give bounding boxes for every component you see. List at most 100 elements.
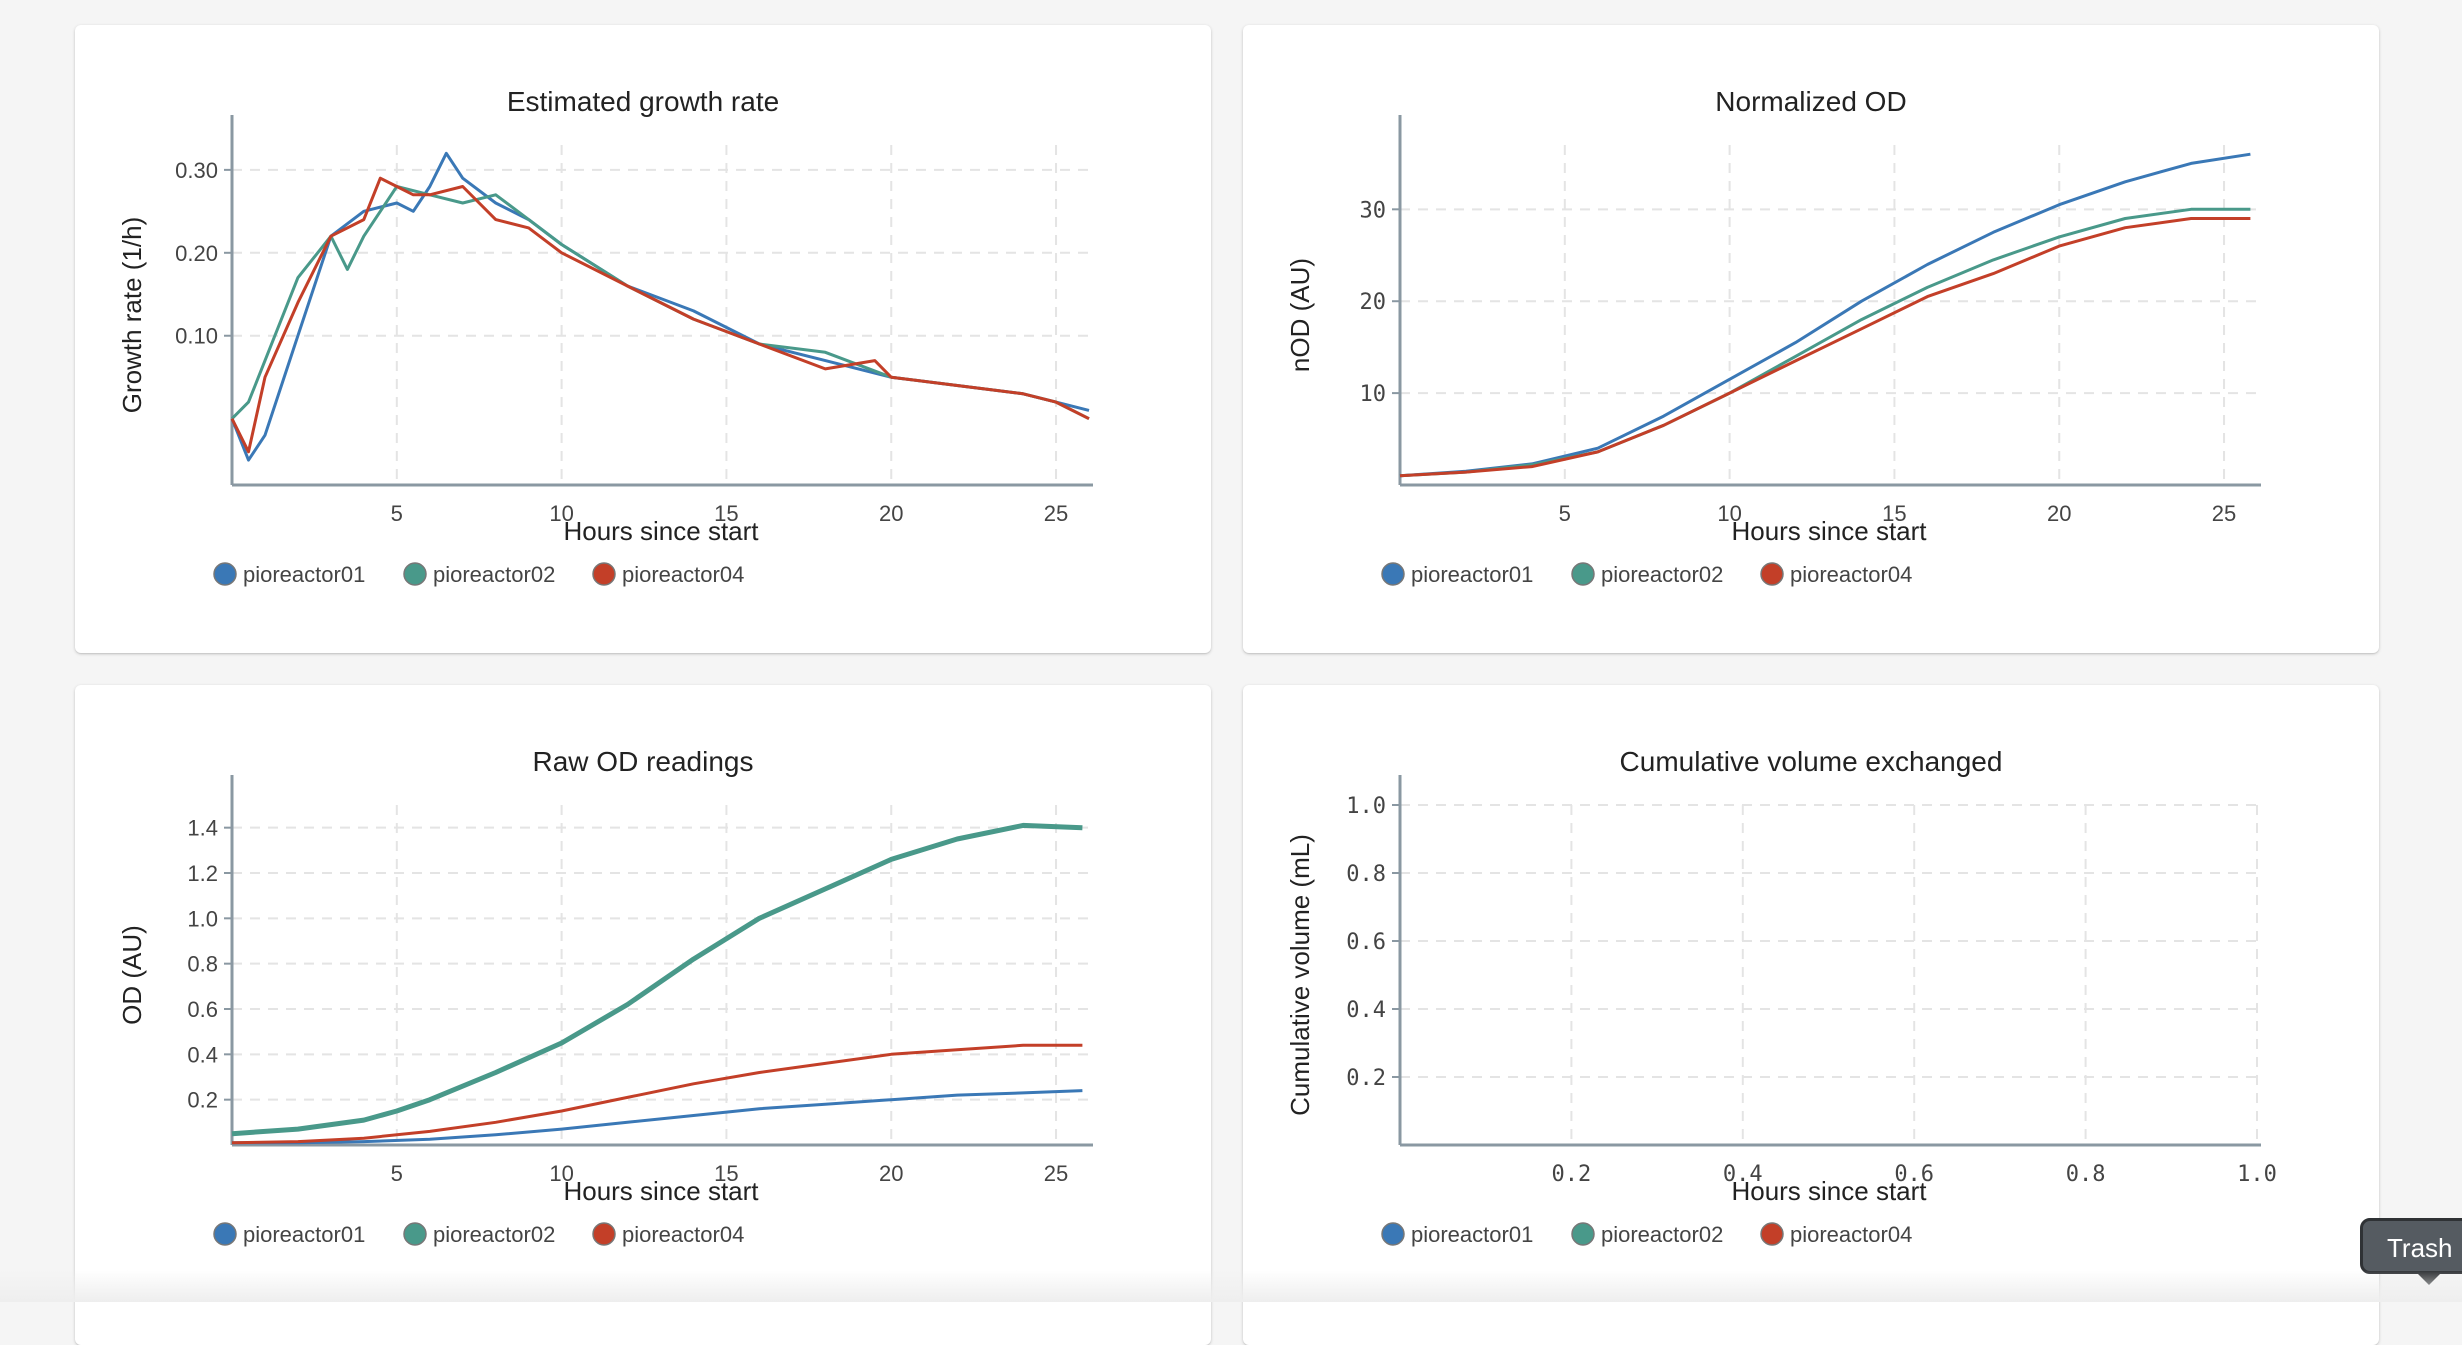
x-tick-label: 0.6 xyxy=(1894,1162,1934,1187)
y-axis-label: nOD (AU) xyxy=(1285,258,1315,372)
legend-swatch xyxy=(1381,562,1405,586)
cumulative-volume-chart: Cumulative volume exchanged 0.2 0.4 0.6 0.8… xyxy=(1285,746,2277,1247)
y-tick-label: 1.0 xyxy=(1346,794,1386,819)
series-line-pioreactor01 xyxy=(232,1089,1083,1145)
legend-swatch xyxy=(592,1222,616,1246)
x-tick-label: 5 xyxy=(391,501,403,526)
legend-label: pioreactor02 xyxy=(1601,562,1723,587)
x-axis-label: Hours since start xyxy=(1731,516,1927,546)
legend-label: pioreactor02 xyxy=(1601,1222,1723,1247)
x-tick-label: 0.4 xyxy=(1723,1162,1763,1187)
y-tick-label: 1.4 xyxy=(187,816,218,841)
cumulative-volume-card: Cumulative volume exchanged 0.2 0.4 0.6 0.8… xyxy=(1243,685,2379,1345)
x-tick-label: 1.0 xyxy=(2237,1162,2277,1187)
legend-item-pioreactor01[interactable]: pioreactor01 xyxy=(1381,1222,1533,1247)
legend-label: pioreactor01 xyxy=(1411,1222,1533,1247)
x-tick-label: 0.2 xyxy=(1552,1162,1592,1187)
x-axis-label: Hours since start xyxy=(563,516,759,546)
legend-swatch xyxy=(1571,562,1595,586)
y-tick-label: 0.6 xyxy=(187,997,218,1022)
y-tick-label: 0.4 xyxy=(187,1042,218,1067)
growth-rate-chart: Estimated growth rate 5 10 15 20 25 0.10 0.20 0… xyxy=(117,86,1093,587)
raw-od-card: Raw OD readings 5 10 15 20 25 0.2 0.4 0.6 0.8 1.0… xyxy=(75,685,1211,1345)
y-tick-label: 1.0 xyxy=(187,906,218,931)
normalized-od-card: Normalized OD 5 10 15 20 25 10 20 30 Hours sinc… xyxy=(1243,25,2379,653)
legend-label: pioreactor01 xyxy=(243,562,365,587)
x-tick-label: 15 xyxy=(714,1161,738,1186)
y-tick-label: 20 xyxy=(1360,290,1387,315)
y-axis-label: OD (AU) xyxy=(117,925,147,1025)
y-tick-label: 0.8 xyxy=(187,952,218,977)
normalized-od-chart: Normalized OD 5 10 15 20 25 10 20 30 Hours sinc… xyxy=(1285,86,2261,587)
legend-item-pioreactor04[interactable]: pioreactor04 xyxy=(1760,1222,1912,1247)
x-tick-label: 20 xyxy=(879,501,903,526)
y-axis-label: Growth rate (1/h) xyxy=(117,217,147,414)
x-tick-label: 5 xyxy=(391,1161,403,1186)
x-tick-label: 25 xyxy=(1044,501,1068,526)
series-line-pioreactor04 xyxy=(1399,217,2251,478)
legend-label: pioreactor02 xyxy=(433,1222,555,1247)
x-tick-label: 10 xyxy=(1717,501,1741,526)
legend-label: pioreactor04 xyxy=(622,562,744,587)
legend-swatch xyxy=(1381,1222,1405,1246)
legend-item-pioreactor04[interactable]: pioreactor04 xyxy=(1760,562,1912,587)
legend-item-pioreactor04[interactable]: pioreactor04 xyxy=(592,562,744,587)
x-tick-label: 25 xyxy=(2212,501,2236,526)
growth-rate-card: Estimated growth rate 5 10 15 20 25 0.10 0.20 0… xyxy=(75,25,1211,653)
x-tick-label: 25 xyxy=(1044,1161,1068,1186)
legend-label: pioreactor01 xyxy=(243,1222,365,1247)
y-tick-label: 30 xyxy=(1360,198,1387,223)
legend-label: pioreactor04 xyxy=(622,1222,744,1247)
chart-title: Normalized OD xyxy=(1715,86,1906,117)
x-tick-label: 5 xyxy=(1559,501,1571,526)
y-tick-label: 0.2 xyxy=(1346,1066,1386,1091)
legend-swatch xyxy=(403,562,427,586)
legend-swatch xyxy=(1760,562,1784,586)
y-tick-label: 0.4 xyxy=(1346,998,1386,1023)
chart-title: Raw OD readings xyxy=(533,746,754,777)
legend-label: pioreactor04 xyxy=(1790,1222,1912,1247)
legend-item-pioreactor04[interactable]: pioreactor04 xyxy=(592,1222,744,1247)
legend-swatch xyxy=(403,1222,427,1246)
y-tick-label: 10 xyxy=(1360,382,1387,407)
y-tick-label: 0.2 xyxy=(187,1088,218,1113)
x-tick-label: 10 xyxy=(549,501,573,526)
y-tick-label: 0.8 xyxy=(1346,862,1386,887)
x-tick-label: 15 xyxy=(1882,501,1906,526)
legend-item-pioreactor02[interactable]: pioreactor02 xyxy=(1571,562,1723,587)
legend-swatch xyxy=(213,1222,237,1246)
chart-title: Cumulative volume exchanged xyxy=(1620,746,2003,777)
y-tick-label: 0.20 xyxy=(175,241,218,266)
legend-item-pioreactor02[interactable]: pioreactor02 xyxy=(403,1222,555,1247)
legend-label: pioreactor04 xyxy=(1790,562,1912,587)
x-axis-label: Hours since start xyxy=(1731,1176,1927,1206)
legend-item-pioreactor01[interactable]: pioreactor01 xyxy=(213,562,365,587)
chart-title: Estimated growth rate xyxy=(507,86,779,117)
series-line-pioreactor01 xyxy=(230,151,1090,462)
legend-item-pioreactor02[interactable]: pioreactor02 xyxy=(403,562,555,587)
x-tick-label: 15 xyxy=(714,501,738,526)
trash-tooltip: Trash xyxy=(2360,1218,2462,1285)
series-line-pioreactor04 xyxy=(230,176,1090,454)
legend-swatch xyxy=(213,562,237,586)
y-tick-label: 0.10 xyxy=(175,324,218,349)
legend-label: pioreactor01 xyxy=(1411,562,1533,587)
y-tick-label: 0.6 xyxy=(1346,930,1386,955)
series-line-pioreactor02 xyxy=(1399,207,2251,478)
legend-swatch xyxy=(592,562,616,586)
bottom-fade xyxy=(0,1270,2462,1302)
legend-swatch xyxy=(1760,1222,1784,1246)
y-tick-label: 0.30 xyxy=(175,158,218,183)
series-line-pioreactor01 xyxy=(1399,152,2251,478)
legend-item-pioreactor01[interactable]: pioreactor01 xyxy=(213,1222,365,1247)
legend-item-pioreactor01[interactable]: pioreactor01 xyxy=(1381,562,1533,587)
y-axis-label: Cumulative volume (mL) xyxy=(1285,834,1315,1116)
legend-item-pioreactor02[interactable]: pioreactor02 xyxy=(1571,1222,1723,1247)
x-tick-label: 20 xyxy=(2047,501,2071,526)
x-tick-label: 0.8 xyxy=(2066,1162,2106,1187)
x-tick-label: 20 xyxy=(879,1161,903,1186)
legend-label: pioreactor02 xyxy=(433,562,555,587)
x-axis-label: Hours since start xyxy=(563,1176,759,1206)
series-line-pioreactor02 xyxy=(231,822,1083,1137)
series-line-pioreactor04 xyxy=(231,1043,1083,1145)
